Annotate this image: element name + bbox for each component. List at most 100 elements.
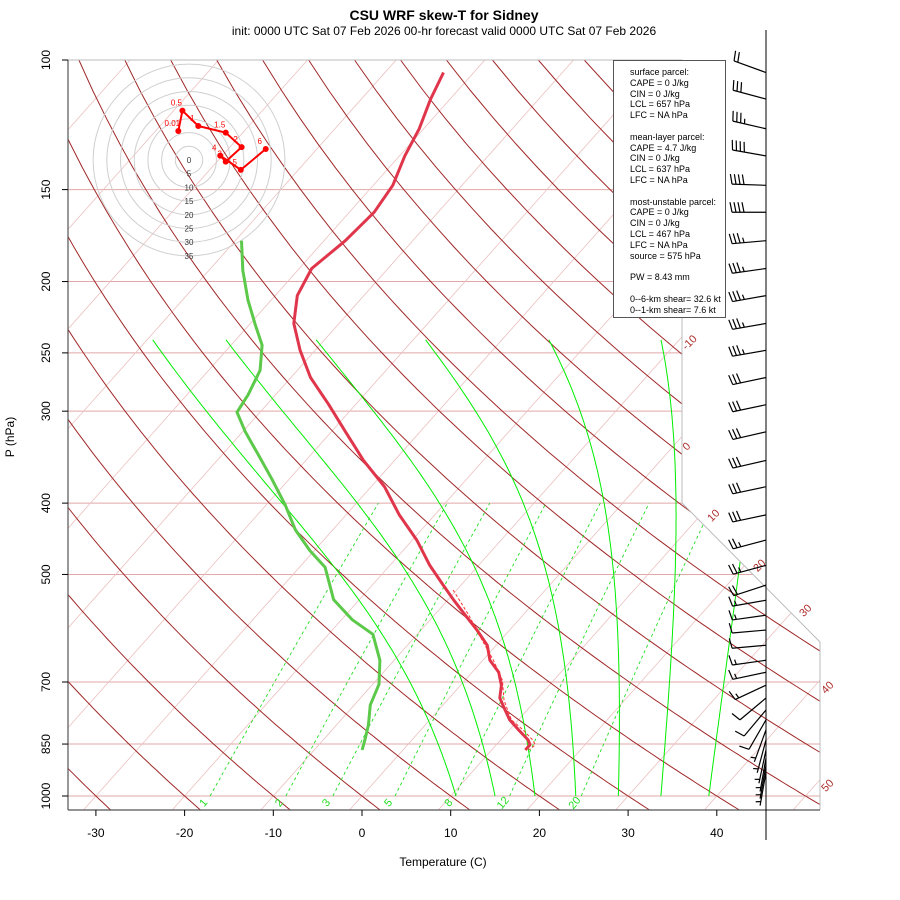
parcel-trace bbox=[452, 589, 536, 751]
wind-barb bbox=[729, 202, 766, 213]
wind-barb bbox=[728, 596, 767, 607]
mixing-ratio-line bbox=[332, 502, 491, 797]
moist-adiabat-line bbox=[152, 339, 457, 797]
legend-line: CAPE = 4.7 J/kg bbox=[630, 142, 697, 153]
wind-barb bbox=[739, 719, 767, 750]
isotherm-line bbox=[68, 60, 397, 810]
mixing-ratio-label: 12 bbox=[495, 795, 512, 812]
wind-barb bbox=[734, 709, 767, 737]
hodograph-ring-label: 10 bbox=[185, 183, 194, 192]
wind-barb bbox=[728, 482, 767, 495]
hodograph-point bbox=[262, 146, 269, 153]
dry-adiabat-line bbox=[124, 60, 820, 810]
hodograph-point-label: 1 bbox=[190, 114, 195, 123]
chart-subtitle: init: 0000 UTC Sat 07 Feb 2026 00-hr for… bbox=[231, 24, 657, 38]
mixing-ratio-line bbox=[285, 502, 448, 797]
hodograph-ring bbox=[106, 77, 272, 243]
wind-barb bbox=[728, 584, 767, 597]
mixing-ratio-label: 5 bbox=[382, 797, 395, 809]
x-tick-label: -20 bbox=[176, 826, 194, 840]
mixing-ratio-label: 2 bbox=[273, 797, 286, 809]
isotherm-line bbox=[68, 60, 574, 810]
hodograph-ring-label: 30 bbox=[185, 238, 194, 247]
moist-adiabats bbox=[152, 339, 763, 797]
wind-barb bbox=[731, 139, 767, 157]
hodograph-ring-label: 5 bbox=[187, 170, 192, 179]
x-tick-label: 10 bbox=[444, 826, 458, 840]
y-tick-label: 850 bbox=[39, 734, 53, 754]
y-tick-label: 1000 bbox=[39, 782, 53, 809]
x-tick-label: 0 bbox=[359, 826, 366, 840]
hodograph-point-label: 4 bbox=[212, 144, 217, 153]
legend-line: surface parcel: bbox=[630, 67, 690, 77]
moist-adiabat-line bbox=[660, 339, 677, 797]
wind-barb bbox=[732, 80, 767, 100]
legend-line: CAPE = 0 J/kg bbox=[630, 77, 689, 88]
x-axis-label: Temperature (C) bbox=[399, 855, 486, 869]
legend-section: surface parcel: CAPE = 0 J/kg CIN = 0 J/kg… bbox=[630, 67, 725, 121]
wind-barb bbox=[728, 400, 767, 413]
x-tick-label: -30 bbox=[87, 826, 105, 840]
dry-adiabat-label: 40 bbox=[819, 679, 836, 696]
moist-adiabat-line bbox=[548, 339, 620, 797]
wind-barb bbox=[728, 684, 767, 701]
wind-barb bbox=[728, 638, 767, 649]
hodograph-point bbox=[175, 127, 182, 134]
sounding-profiles bbox=[235, 71, 536, 752]
legend-line: CAPE = 0 J/kg bbox=[630, 207, 689, 218]
moist-adiabat-line bbox=[225, 339, 496, 797]
mixing-ratio-line bbox=[394, 502, 547, 797]
isotherm-line bbox=[526, 60, 820, 810]
hodograph-ring bbox=[133, 104, 245, 216]
isotherm-line bbox=[882, 60, 900, 810]
x-tick-label: 20 bbox=[533, 826, 547, 840]
hodograph-point bbox=[222, 129, 229, 136]
legend-section: mean-layer parcel: CAPE = 4.7 J/kg CIN = 0… bbox=[630, 132, 725, 186]
x-tick-label: -10 bbox=[265, 826, 283, 840]
x-tick-label: 40 bbox=[710, 826, 724, 840]
moist-adiabat-line bbox=[315, 339, 536, 797]
legend-section: PW = 8.43 mm bbox=[630, 272, 725, 283]
isotherm-line bbox=[68, 60, 486, 810]
mixing-ratio-line bbox=[454, 502, 601, 797]
dry-adiabat-line bbox=[308, 60, 820, 810]
legend-line: LCL = 657 hPa bbox=[630, 99, 690, 110]
mixing-ratio-lines bbox=[209, 502, 714, 797]
wind-barb bbox=[728, 538, 767, 550]
hodograph-point-label: 0.01 bbox=[165, 119, 181, 128]
y-axis-label: P (hPa) bbox=[3, 417, 17, 457]
hodograph-ring-label: 20 bbox=[185, 211, 194, 220]
hodograph-ring-label: 25 bbox=[185, 225, 194, 234]
dry-adiabat-label: -10 bbox=[680, 333, 700, 353]
wind-barb bbox=[731, 697, 767, 721]
wind-barb bbox=[728, 669, 767, 680]
legend-line: CIN = 0 J/kg bbox=[630, 153, 680, 164]
isotherm-line bbox=[68, 60, 220, 810]
hodograph-point bbox=[195, 123, 202, 130]
mixing-ratio-label: 20 bbox=[566, 795, 583, 812]
dry-adiabat-line bbox=[68, 60, 297, 810]
y-tick-label: 100 bbox=[39, 50, 53, 70]
isotherm-line bbox=[615, 60, 820, 810]
dry-adiabat-line bbox=[68, 60, 477, 810]
wind-barb bbox=[728, 233, 767, 245]
hodograph-ring bbox=[161, 132, 217, 188]
hodograph-ring bbox=[174, 145, 204, 175]
mixing-ratio-line bbox=[580, 502, 714, 797]
wind-barb bbox=[755, 772, 767, 806]
wind-barb bbox=[728, 655, 767, 666]
hodograph-ring bbox=[92, 63, 286, 257]
dry-adiabat-label: 50 bbox=[819, 777, 836, 794]
y-tick-label: 500 bbox=[39, 564, 53, 584]
legend-line: LFC = NA hPa bbox=[630, 239, 688, 250]
dry-adiabat-line bbox=[262, 60, 820, 810]
wind-barb bbox=[728, 428, 767, 441]
wind-barb bbox=[728, 456, 767, 469]
legend-line: LFC = NA hPa bbox=[630, 174, 688, 185]
isotherm-line bbox=[792, 60, 820, 810]
wind-barb bbox=[728, 262, 767, 274]
hodograph-point-label: 2 bbox=[233, 135, 238, 144]
isotherm-line bbox=[68, 60, 308, 810]
